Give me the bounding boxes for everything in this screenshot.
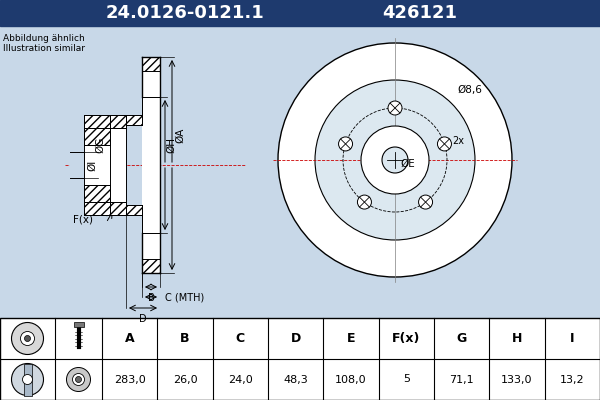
Text: Ø8,6: Ø8,6 bbox=[458, 85, 482, 95]
Circle shape bbox=[67, 368, 91, 392]
Bar bbox=[142, 71, 160, 259]
Text: F(x): F(x) bbox=[73, 215, 93, 225]
Circle shape bbox=[338, 137, 353, 151]
Circle shape bbox=[11, 364, 44, 396]
Text: D: D bbox=[139, 314, 147, 324]
Bar bbox=[74, 322, 83, 326]
Text: 283,0: 283,0 bbox=[114, 374, 146, 384]
Bar bbox=[0, 26, 600, 318]
Text: 108,0: 108,0 bbox=[335, 374, 367, 384]
Bar bbox=[0, 318, 600, 400]
Bar bbox=[142, 57, 160, 71]
Text: 133,0: 133,0 bbox=[501, 374, 533, 384]
Bar bbox=[0, 0, 600, 26]
Bar bbox=[110, 128, 126, 202]
Circle shape bbox=[25, 336, 31, 342]
Text: 26,0: 26,0 bbox=[173, 374, 197, 384]
Text: 13,2: 13,2 bbox=[560, 374, 584, 384]
Bar bbox=[142, 259, 160, 273]
Bar bbox=[110, 115, 126, 128]
Bar bbox=[70, 152, 84, 178]
Circle shape bbox=[278, 43, 512, 277]
Text: B: B bbox=[180, 332, 190, 345]
Text: F(x): F(x) bbox=[392, 332, 421, 345]
Bar bbox=[84, 128, 110, 145]
Text: Illustration similar: Illustration similar bbox=[3, 44, 85, 53]
Text: 5: 5 bbox=[403, 374, 410, 384]
Text: 71,1: 71,1 bbox=[449, 374, 474, 384]
Text: Ate: Ate bbox=[365, 204, 427, 237]
Text: E: E bbox=[347, 332, 355, 345]
Bar bbox=[84, 185, 110, 202]
Circle shape bbox=[361, 126, 429, 194]
Circle shape bbox=[315, 80, 475, 240]
Circle shape bbox=[419, 195, 433, 209]
Text: Abbildung ähnlich: Abbildung ähnlich bbox=[3, 34, 85, 43]
Circle shape bbox=[73, 374, 85, 386]
Text: 2x: 2x bbox=[452, 136, 464, 146]
Text: 24,0: 24,0 bbox=[228, 374, 253, 384]
Text: ØI: ØI bbox=[87, 159, 97, 171]
Circle shape bbox=[388, 101, 402, 115]
Circle shape bbox=[382, 147, 408, 173]
Text: A: A bbox=[125, 332, 134, 345]
Bar bbox=[70, 52, 240, 308]
Bar bbox=[84, 202, 110, 215]
Text: D: D bbox=[290, 332, 301, 345]
Text: 426121: 426121 bbox=[383, 4, 458, 22]
Circle shape bbox=[437, 137, 451, 151]
Text: ØH: ØH bbox=[166, 137, 176, 153]
Circle shape bbox=[20, 332, 35, 346]
Text: C: C bbox=[236, 332, 245, 345]
Text: C (MTH): C (MTH) bbox=[165, 292, 204, 302]
Bar bbox=[84, 115, 110, 128]
Text: ØG: ØG bbox=[95, 137, 105, 153]
Text: B: B bbox=[148, 293, 154, 303]
Circle shape bbox=[11, 322, 44, 354]
Bar bbox=[84, 145, 110, 185]
Text: 24.0126-0121.1: 24.0126-0121.1 bbox=[106, 4, 265, 22]
Circle shape bbox=[358, 195, 371, 209]
Text: ØA: ØA bbox=[175, 127, 185, 143]
Circle shape bbox=[76, 376, 82, 382]
Text: G: G bbox=[457, 332, 467, 345]
Text: ØE: ØE bbox=[400, 159, 415, 169]
Bar bbox=[23, 364, 32, 396]
Bar bbox=[126, 115, 142, 125]
Bar bbox=[110, 202, 126, 215]
Text: I: I bbox=[570, 332, 575, 345]
Text: H: H bbox=[512, 332, 522, 345]
Bar bbox=[126, 205, 142, 215]
Text: 48,3: 48,3 bbox=[283, 374, 308, 384]
Circle shape bbox=[23, 374, 32, 384]
